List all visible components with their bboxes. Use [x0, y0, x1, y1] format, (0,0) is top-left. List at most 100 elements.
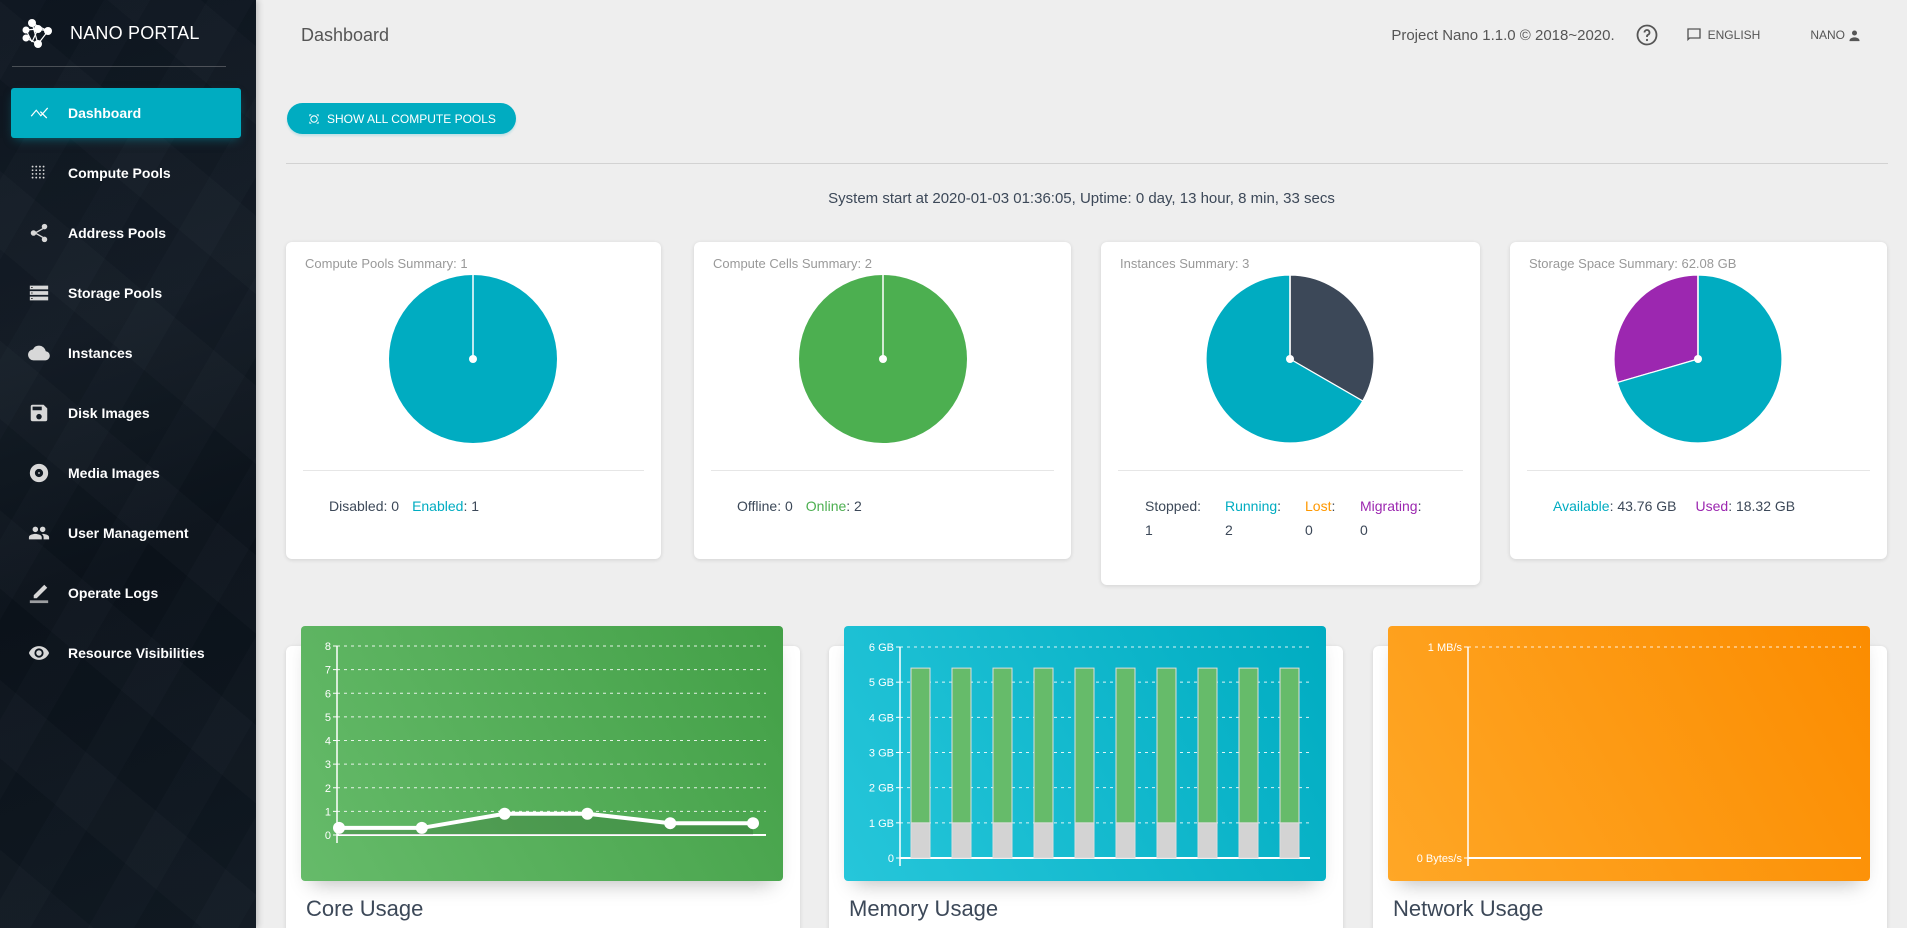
compute-cells-summary-card: Compute Cells Summary: 2 Offline: 0 Onli… [694, 242, 1071, 559]
memory-bar-used [1115, 667, 1136, 824]
pools-legend: Disabled: 0 Enabled: 1 [329, 498, 492, 514]
memory-usage-svg: 0 1 GB 2 GB 3 GB 4 GB 5 GB 6 GB [869, 642, 1310, 866]
legend-lost-value: 0 [1305, 522, 1313, 538]
storage-space-summary-card: Storage Space Summary: 62.08 GB Availabl… [1510, 242, 1887, 559]
cells-pie-chart [799, 274, 967, 443]
sidebar-item-label: Instances [68, 345, 133, 361]
sidebar-item-label: Disk Images [68, 405, 150, 421]
memory-usage-chart: 0 1 GB 2 GB 3 GB 4 GB 5 GB 6 GB [844, 626, 1326, 881]
sidebar-item-label: Compute Pools [68, 165, 171, 181]
memory-bar-base [1115, 822, 1136, 859]
show-all-compute-pools-button[interactable]: SHOW ALL COMPUTE POOLS [287, 103, 516, 134]
y-tick-label: 5 [325, 712, 331, 724]
language-label: ENGLISH [1707, 28, 1761, 42]
core-line [339, 811, 753, 830]
legend-migrating-value: 0 [1360, 522, 1368, 538]
sidebar-item-compute-pools[interactable]: Compute Pools [11, 148, 241, 198]
chat-icon [1686, 28, 1701, 42]
eye-icon [27, 641, 51, 665]
user-menu[interactable]: NANO [1810, 28, 1862, 43]
legend-available: Available: 43.76 GB [1553, 498, 1677, 514]
legend-disabled: Disabled: 0 [329, 498, 400, 514]
y-tick-label: 1 [325, 806, 331, 818]
sidebar-item-resource-visibilities[interactable]: Resource Visibilities [11, 628, 241, 678]
core-point [664, 817, 677, 830]
sidebar-item-media-images[interactable]: Media Images [11, 448, 241, 498]
sidebar-item-label: Operate Logs [68, 585, 159, 601]
y-tick-label: 5 GB [869, 677, 894, 689]
sidebar: NANO PORTAL Dashboard Compute Pools Addr… [0, 0, 256, 928]
legend-running-value: 2 [1225, 522, 1233, 538]
sidebar-nav: Dashboard Compute Pools Address Pools St… [0, 88, 256, 678]
y-tick-label: 1 MB/s [1428, 642, 1463, 654]
sidebar-item-label: Resource Visibilities [68, 645, 205, 661]
y-tick-label: 4 GB [869, 712, 894, 724]
memory-bar-base [1033, 822, 1054, 859]
card-title: Storage Space Summary: 62.08 GB [1529, 256, 1737, 271]
uptime-text: System start at 2020-01-03 01:36:05, Upt… [828, 190, 1335, 207]
memory-bar-base [910, 822, 931, 859]
cloud-icon [27, 341, 51, 365]
y-tick-label: 4 [325, 736, 331, 748]
y-tick-label: 2 GB [869, 783, 894, 795]
core-usage-svg: 0 1 2 3 4 5 6 7 8 [325, 641, 766, 843]
version-text: Project Nano 1.1.0 © 2018~2020. [1391, 26, 1615, 44]
core-point [333, 821, 345, 834]
memory-bar-used [951, 667, 972, 824]
legend-migrating-label: Migrating: [1360, 498, 1422, 514]
memory-bar-base [1156, 822, 1177, 859]
brand-divider [12, 66, 226, 67]
legend-online: Online: 2 [805, 498, 862, 514]
core-usage-title: Core Usage [306, 896, 424, 921]
grid-dots-icon [27, 161, 51, 185]
sidebar-item-operate-logs[interactable]: Operate Logs [11, 568, 241, 618]
memory-bar-used [1156, 667, 1177, 824]
memory-bar-base [951, 822, 972, 859]
memory-bar-used [1074, 667, 1095, 824]
y-tick-label: 7 [325, 665, 331, 677]
sidebar-item-label: Storage Pools [68, 285, 163, 301]
pie-center-dot [1286, 355, 1294, 363]
y-tick-label: 6 GB [869, 642, 894, 654]
album-icon [27, 461, 51, 485]
trending-icon [27, 101, 51, 125]
legend-running-label: Running: [1225, 498, 1282, 514]
pie-slice-used [1613, 274, 1699, 384]
memory-bar-used [992, 667, 1013, 824]
memory-bar-base [992, 822, 1013, 859]
pools-pie-chart [389, 274, 557, 443]
header-actions: Project Nano 1.1.0 © 2018~2020. ENGLISH … [1391, 23, 1862, 47]
card-title: Compute Cells Summary: 2 [713, 256, 872, 271]
sidebar-item-instances[interactable]: Instances [11, 328, 241, 378]
cells-legend: Offline: 0 Online: 2 [737, 498, 875, 514]
storage-pie-chart [1613, 274, 1783, 444]
core-area [339, 813, 753, 835]
share-icon [27, 221, 51, 245]
network-usage-svg: 0 Bytes/s 1 MB/s [1417, 642, 1861, 866]
help-icon[interactable] [1635, 23, 1659, 47]
sidebar-item-user-management[interactable]: User Management [11, 508, 241, 558]
card-divider [303, 470, 644, 471]
core-point [747, 817, 759, 830]
y-tick-label: 2 [325, 783, 331, 795]
legend-enabled: Enabled: 1 [412, 498, 480, 514]
sidebar-item-label: Media Images [68, 465, 160, 481]
sidebar-item-disk-images[interactable]: Disk Images [11, 388, 241, 438]
brand[interactable]: NANO PORTAL [0, 0, 241, 67]
show-all-compute-pools-label: SHOW ALL COMPUTE POOLS [327, 111, 496, 126]
y-tick-label: 1 GB [869, 818, 894, 830]
core-point [498, 807, 511, 820]
sidebar-item-storage-pools[interactable]: Storage Pools [11, 268, 241, 318]
divider [286, 163, 1888, 164]
memory-bar-base [1074, 822, 1095, 859]
legend-stopped-label: Stopped: [1145, 498, 1202, 514]
memory-bar-base [1238, 822, 1259, 859]
nano-logo-icon [22, 18, 52, 48]
language-button[interactable]: ENGLISH [1685, 26, 1761, 44]
pie-slice-stopped [1289, 274, 1375, 402]
pie-slice-running [1205, 274, 1364, 444]
sidebar-item-dashboard[interactable]: Dashboard [11, 88, 241, 138]
sidebar-item-address-pools[interactable]: Address Pools [11, 208, 241, 258]
sidebar-item-label: User Management [68, 525, 189, 541]
legend-offline: Offline: 0 [737, 498, 793, 514]
